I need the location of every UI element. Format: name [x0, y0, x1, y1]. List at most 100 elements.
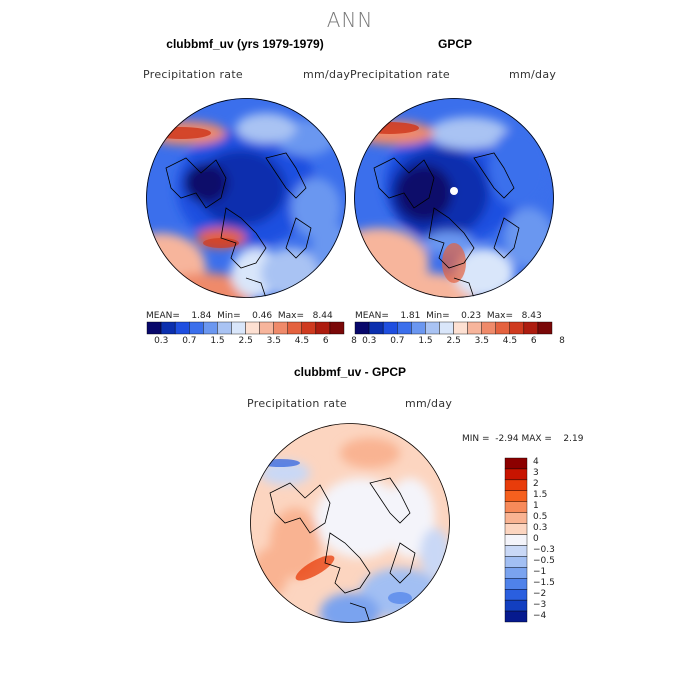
min-value: 0.46: [252, 311, 273, 321]
colorbar-model-ticks: 0.3 0.7 1.5 2.5 3.5 4.5 6 8: [147, 336, 357, 348]
panel-title-model: clubbmf_uv (yrs 1979-1979): [166, 37, 324, 51]
colorbar-swatch: [481, 321, 496, 335]
colorbar-swatch: [287, 321, 302, 335]
colorbar-tick-label: 3: [533, 468, 539, 479]
colorbar-swatch: [504, 610, 528, 623]
colorbar-tick-label: 1.5: [533, 490, 548, 501]
colorbar-tick-label: 0.7: [182, 336, 197, 346]
colorbar-tick-label: 2: [533, 479, 539, 490]
min-label: Min=: [426, 311, 450, 321]
colorbar-swatch: [504, 578, 528, 590]
colorbar-tick-label: −1: [533, 566, 547, 577]
colorbar-swatch: [354, 321, 370, 335]
colorbar-tick-label: −3: [533, 599, 547, 610]
colorbar-swatch: [537, 321, 553, 335]
colorbar-swatch: [146, 321, 162, 335]
colorbar-swatch: [217, 321, 232, 335]
colorbar-obs: [354, 321, 553, 335]
min-label: Min=: [217, 311, 241, 321]
panel-title-obs: GPCP: [437, 37, 472, 51]
colorbar-diff-ticks: 4 3 2 1.5 1 0.5 0.3 0 −0.3 −0.5 −1 −1.5 −2 −3 −4: [533, 457, 593, 622]
colorbar-swatch: [504, 501, 528, 513]
panel-obs-stats: MEAN= 1.81 Min= 0.23 Max= 8.43: [355, 311, 542, 321]
colorbar-tick-label: 1.5: [210, 336, 225, 346]
colorbar-swatch: [329, 321, 345, 335]
colorbar-swatch: [504, 479, 528, 492]
colorbar-tick-label: 1.5: [418, 336, 433, 346]
colorbar-swatch: [203, 321, 218, 335]
colorbar-swatch: [504, 523, 528, 535]
colorbar-tick-label: 6: [530, 336, 537, 346]
max-label: Max=: [277, 311, 305, 321]
colorbar-swatch: [397, 321, 412, 335]
colorbar-swatch: [368, 321, 384, 335]
obs-polar-map: [354, 98, 554, 298]
colorbar-model: [146, 321, 345, 335]
colorbar-swatch: [174, 321, 190, 335]
colorbar-tick-label: −2: [533, 588, 547, 599]
min-value: -2.94: [495, 434, 519, 444]
panel-obs-units: mm/day: [509, 68, 557, 81]
panel-model-variable: Precipitation rate: [143, 68, 243, 81]
panel-diff-stats: MIN = -2.94 MAX = 2.19: [462, 434, 583, 444]
model-polar-map: [146, 98, 346, 298]
colorbar-swatch: [259, 321, 274, 335]
colorbar-swatch: [382, 321, 398, 335]
colorbar-tick-label: 0.3: [154, 336, 169, 346]
colorbar-tick-label: 8: [559, 336, 565, 346]
panel-model-units: mm/day: [303, 68, 351, 81]
colorbar-tick-label: 4.5: [294, 336, 310, 346]
colorbar-tick-label: 2.5: [446, 336, 461, 346]
panel-diff-units: mm/day: [405, 397, 453, 410]
panel-diff-variable: Precipitation rate: [247, 397, 347, 410]
diff-polar-map: [250, 423, 450, 623]
colorbar-tick-label: 3.5: [266, 336, 281, 346]
colorbar-swatch: [439, 321, 454, 335]
season-title: ANN: [326, 8, 374, 32]
colorbar-tick-label: 1: [533, 501, 539, 512]
mean-label: MEAN=: [355, 311, 389, 321]
min-value: 0.23: [461, 311, 482, 321]
colorbar-swatch: [301, 321, 317, 335]
colorbar-tick-label: 0: [533, 534, 539, 544]
min-label: MIN =: [462, 434, 490, 444]
colorbar-swatch: [504, 534, 528, 546]
mean-label: MEAN=: [146, 311, 180, 321]
colorbar-swatch: [467, 321, 482, 335]
colorbar-tick-label: −0.5: [533, 555, 555, 566]
max-value: 8.43: [521, 311, 542, 321]
colorbar-swatch: [504, 567, 528, 579]
colorbar-swatch: [189, 321, 204, 335]
colorbar-tick-label: 4: [533, 457, 539, 468]
colorbar-swatch: [411, 321, 426, 335]
colorbar-swatch: [160, 321, 176, 335]
colorbar-tick-label: 0.7: [390, 336, 405, 346]
colorbar-swatch: [453, 321, 468, 335]
colorbar-swatch: [273, 321, 288, 335]
colorbar-swatch: [504, 512, 528, 524]
colorbar-swatch: [504, 556, 528, 568]
colorbar-swatch: [504, 468, 528, 481]
max-value: 8.44: [312, 311, 333, 321]
max-value: 2.19: [563, 434, 584, 444]
max-label: Max=: [486, 311, 514, 321]
mean-value: 1.84: [191, 311, 212, 321]
colorbar-swatch: [504, 588, 528, 601]
colorbar-tick-label: 3.5: [474, 336, 489, 346]
colorbar-tick-label: −1.5: [533, 577, 555, 588]
colorbar-tick-label: 4.5: [502, 336, 518, 346]
colorbar-tick-label: 0.3: [533, 523, 548, 534]
colorbar-tick-label: 0.5: [533, 512, 548, 523]
colorbar-swatch: [504, 599, 528, 612]
colorbar-diff: [504, 457, 528, 623]
colorbar-swatch: [504, 545, 528, 557]
colorbar-swatch: [509, 321, 525, 335]
colorbar-swatch: [231, 321, 246, 335]
colorbar-tick-label: 0.3: [362, 336, 377, 346]
colorbar-swatch: [504, 490, 528, 502]
colorbar-swatch: [245, 321, 260, 335]
panel-title-diff: clubbmf_uv - GPCP: [293, 365, 406, 379]
colorbar-tick-label: −4: [533, 610, 547, 621]
colorbar-obs-ticks: 0.3 0.7 1.5 2.5 3.5 4.5 6 8: [355, 336, 565, 348]
colorbar-tick-label: 2.5: [238, 336, 253, 346]
